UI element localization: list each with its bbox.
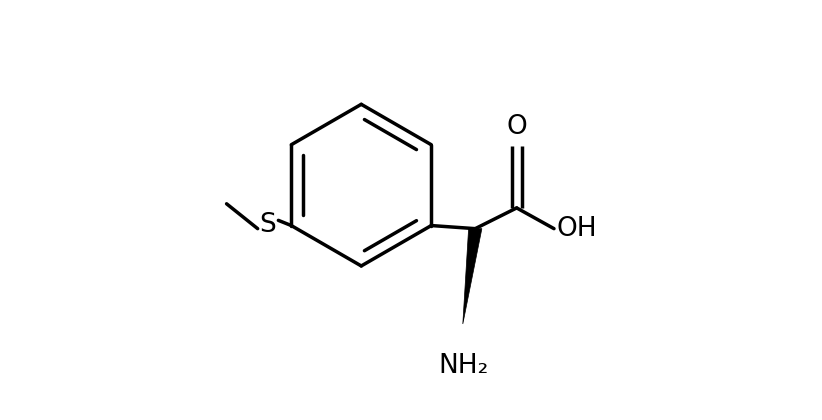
- Text: S: S: [260, 213, 276, 238]
- Text: OH: OH: [556, 215, 598, 242]
- Polygon shape: [463, 228, 482, 324]
- Text: NH₂: NH₂: [438, 353, 489, 379]
- Text: O: O: [506, 113, 527, 139]
